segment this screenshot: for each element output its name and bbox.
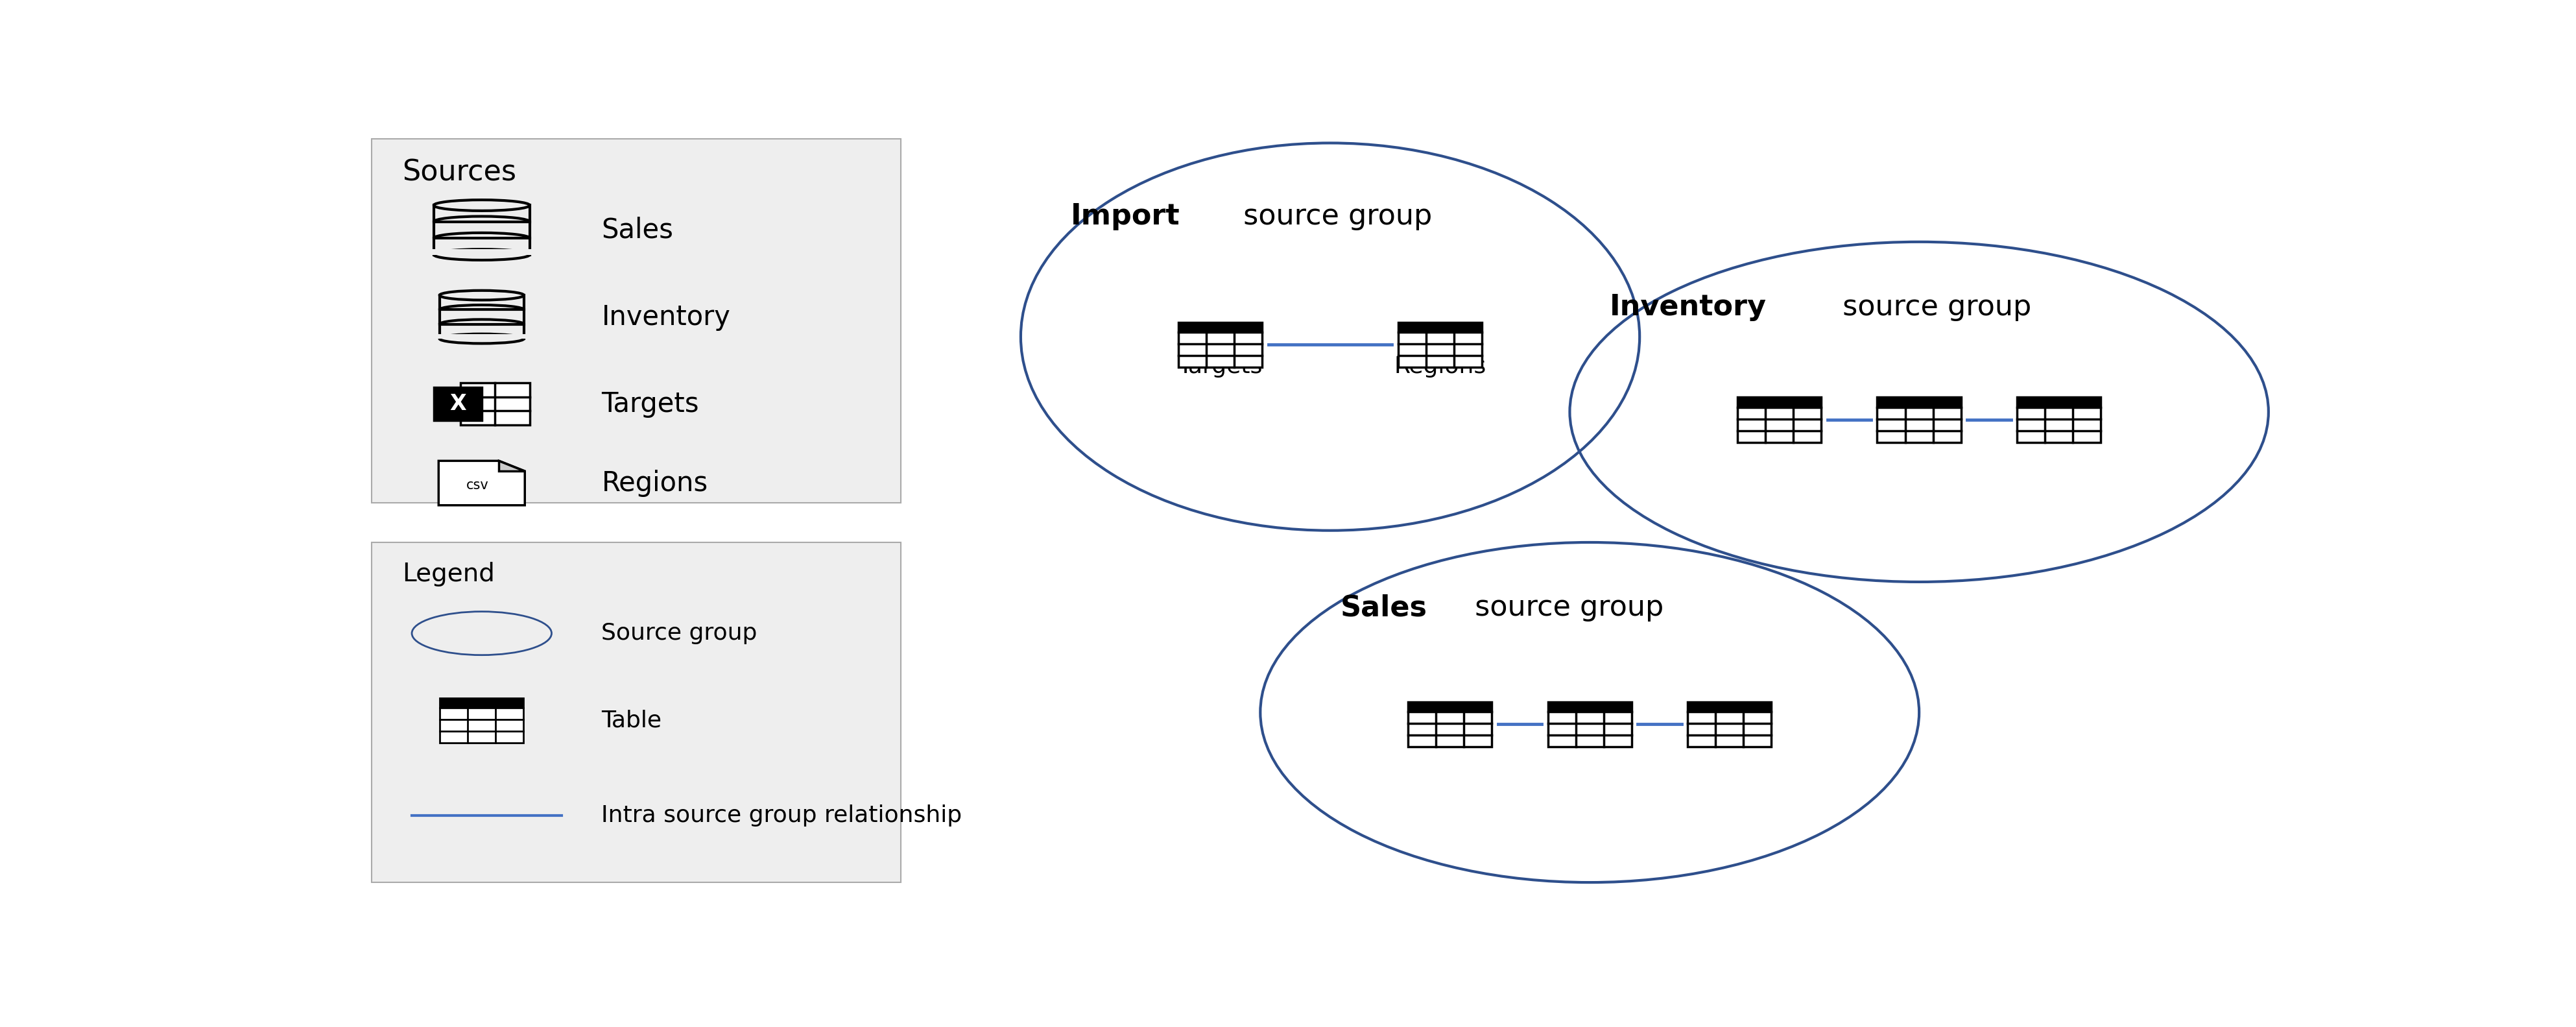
FancyBboxPatch shape [1399, 322, 1481, 332]
Polygon shape [438, 461, 526, 505]
Text: Sales: Sales [1340, 594, 1427, 621]
Text: Source group: Source group [600, 622, 757, 644]
FancyBboxPatch shape [1736, 408, 1821, 443]
Text: Import: Import [1072, 202, 1180, 230]
FancyBboxPatch shape [1548, 712, 1631, 747]
Text: Targets: Targets [1177, 355, 1262, 378]
Text: Regions: Regions [1394, 355, 1486, 378]
FancyBboxPatch shape [433, 250, 531, 255]
FancyBboxPatch shape [2017, 408, 2102, 443]
Text: Sales: Sales [600, 217, 672, 243]
FancyBboxPatch shape [1177, 332, 1262, 367]
FancyBboxPatch shape [1687, 701, 1772, 712]
Text: X: X [448, 393, 466, 415]
FancyBboxPatch shape [438, 334, 526, 339]
FancyBboxPatch shape [1878, 408, 1960, 443]
FancyBboxPatch shape [371, 139, 902, 503]
Text: Inventory: Inventory [600, 303, 732, 331]
FancyBboxPatch shape [371, 542, 902, 882]
Text: source group: source group [1834, 294, 2032, 321]
FancyBboxPatch shape [1687, 712, 1772, 747]
FancyBboxPatch shape [1409, 701, 1492, 712]
FancyBboxPatch shape [440, 708, 523, 743]
FancyBboxPatch shape [433, 387, 482, 421]
Text: Table: Table [600, 710, 662, 731]
FancyBboxPatch shape [1399, 332, 1481, 367]
Text: source group: source group [1234, 202, 1432, 230]
Polygon shape [500, 461, 526, 471]
FancyBboxPatch shape [1177, 322, 1262, 332]
Text: Regions: Regions [600, 469, 708, 497]
FancyBboxPatch shape [461, 383, 531, 425]
Text: Sources: Sources [402, 159, 515, 187]
FancyBboxPatch shape [1409, 712, 1492, 747]
Text: Intra source group relationship: Intra source group relationship [600, 804, 963, 826]
FancyBboxPatch shape [440, 698, 523, 708]
Text: source group: source group [1466, 594, 1664, 621]
Text: Inventory: Inventory [1610, 294, 1767, 321]
FancyBboxPatch shape [2017, 397, 2102, 408]
Text: Targets: Targets [600, 390, 698, 418]
FancyBboxPatch shape [1548, 701, 1631, 712]
Text: Legend: Legend [402, 562, 495, 586]
Text: csv: csv [466, 479, 489, 492]
FancyBboxPatch shape [1878, 397, 1960, 408]
FancyBboxPatch shape [1736, 397, 1821, 408]
